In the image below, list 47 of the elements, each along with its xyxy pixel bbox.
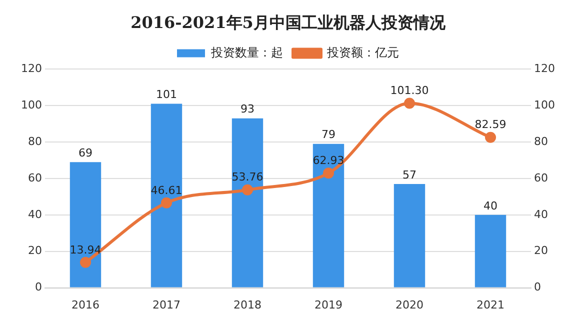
- x-tick-label: 2019: [314, 298, 342, 312]
- data-label: 46.61: [150, 184, 182, 197]
- data-label: 101: [156, 88, 177, 102]
- y2-tick-label: 80: [534, 134, 548, 148]
- data-label: 79: [322, 128, 336, 142]
- y2-tick-label: 0: [534, 280, 542, 294]
- y-tick-label: 120: [20, 62, 42, 76]
- y-tick-label: 0: [34, 280, 42, 294]
- bar: [474, 214, 506, 288]
- y-tick-label: 100: [20, 98, 42, 112]
- data-label: 62.93: [312, 154, 344, 168]
- point: [80, 256, 91, 268]
- y-tick-label: 40: [28, 208, 42, 221]
- point: [485, 132, 496, 143]
- y2-tick-label: 60: [534, 171, 548, 184]
- data-label: 82.59: [474, 118, 506, 132]
- point: [161, 197, 172, 208]
- point: [242, 184, 253, 196]
- y2-tick-label: 20: [534, 244, 548, 258]
- chart-title: 2016-2021年5月中国工业机器人投资情况: [130, 12, 446, 32]
- y-tick-label: 60: [28, 171, 42, 184]
- point: [404, 98, 415, 109]
- data-label: 53.76: [232, 170, 264, 184]
- y-tick-label: 20: [28, 244, 42, 258]
- x-tick-label: 2017: [152, 298, 180, 312]
- y2-tick-label: 40: [534, 208, 548, 221]
- y-tick-label: 80: [28, 134, 42, 148]
- bar: [232, 118, 264, 288]
- x-tick-label: 2016: [71, 298, 100, 312]
- legend-label: 投资额：亿元: [326, 45, 399, 60]
- y2-tick-label: 100: [534, 98, 556, 112]
- bar: [70, 162, 102, 288]
- legend-label: 投资数量：起: [210, 45, 283, 60]
- x-tick-label: 2018: [234, 298, 262, 312]
- data-label: 40: [484, 199, 498, 212]
- x-tick-label: 2020: [396, 298, 424, 312]
- data-label: 13.94: [70, 243, 102, 256]
- data-label: 101.30: [390, 84, 429, 98]
- data-label: 93: [240, 102, 254, 116]
- point: [323, 168, 334, 179]
- bar: [150, 104, 182, 288]
- data-label: 57: [402, 168, 416, 182]
- bar: [312, 144, 344, 288]
- data-label: 69: [78, 146, 92, 160]
- y2-tick-label: 120: [534, 62, 556, 76]
- x-tick-label: 2021: [476, 298, 505, 312]
- bar: [394, 184, 426, 288]
